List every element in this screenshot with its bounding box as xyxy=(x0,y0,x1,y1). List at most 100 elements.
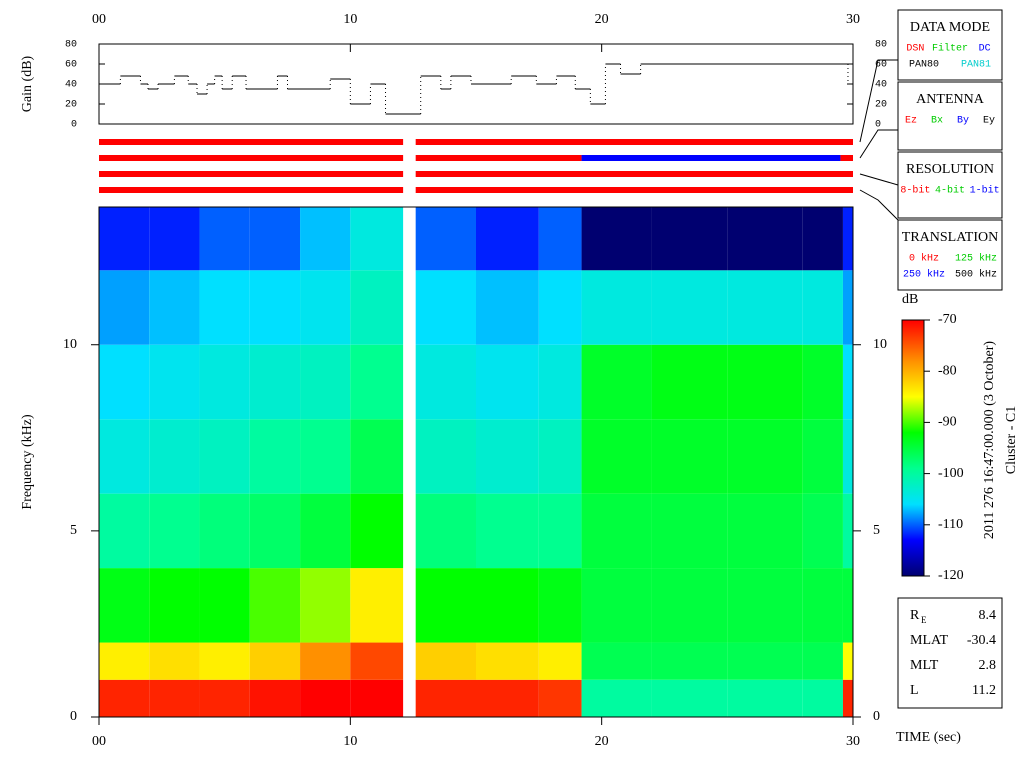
spectrogram-cell xyxy=(300,270,351,345)
spectrogram-cell xyxy=(727,679,803,717)
spectrogram-cell xyxy=(300,642,351,680)
spectrogram-cell xyxy=(802,207,843,271)
spectrogram-cell xyxy=(476,270,539,345)
spectrogram-cell xyxy=(842,493,853,569)
spectrogram-cell xyxy=(350,679,404,717)
y-tick-label: 0 xyxy=(71,120,77,131)
spectrogram-cell xyxy=(842,419,853,494)
spectrogram-cell xyxy=(538,679,582,717)
x-tick-label: 20 xyxy=(595,12,609,27)
y-tick-label: 80 xyxy=(65,40,77,51)
spectrogram-cell xyxy=(415,642,476,680)
legend-item: 1-bit xyxy=(970,185,1000,197)
spectrogram-cell xyxy=(476,568,539,643)
connector xyxy=(859,129,898,159)
spectrogram-cell xyxy=(199,642,250,680)
legend-item: 4-bit xyxy=(935,185,965,197)
info-label: L xyxy=(910,683,919,698)
colorbar-label: dB xyxy=(902,292,918,307)
spectrogram-cell xyxy=(727,344,803,420)
legend-item: DC xyxy=(979,44,991,55)
spectrogram-cell xyxy=(199,207,250,271)
spectrogram-cell xyxy=(581,642,652,680)
x-tick-label: 30 xyxy=(846,12,860,27)
spectrogram-cell xyxy=(99,344,150,420)
spectrogram-cell xyxy=(300,207,351,271)
spectrogram-cell xyxy=(581,568,652,643)
spectrogram-cell xyxy=(476,207,539,271)
spectrogram-cell xyxy=(415,419,476,494)
info-label: MLAT xyxy=(910,633,949,648)
spectrogram-cell xyxy=(99,270,150,345)
info-box xyxy=(897,597,1003,709)
legend-item: DSN xyxy=(906,44,924,55)
colorbar-tick-label: -90 xyxy=(938,415,957,430)
connectors xyxy=(859,59,899,221)
spectrogram-cell xyxy=(802,344,843,420)
spectrogram-cell xyxy=(651,679,728,717)
legend-box xyxy=(897,151,1003,219)
y-tick-label: 10 xyxy=(63,337,77,352)
y-tick-label: 80 xyxy=(875,40,887,51)
x-tick-label: 10 xyxy=(343,12,357,27)
spectrogram-cell xyxy=(199,679,250,717)
spectrogram-cell xyxy=(300,679,351,717)
spectrogram-cell xyxy=(802,493,843,569)
spacecraft: Cluster - C1 xyxy=(1004,406,1019,474)
spectrogram-cell xyxy=(727,493,803,569)
spectrogram-cell xyxy=(350,344,404,420)
spectrogram-cell xyxy=(350,568,404,643)
info-value: 8.4 xyxy=(979,608,997,623)
legend-item: 0 kHz xyxy=(909,253,939,265)
info-subscript: E xyxy=(921,615,927,625)
spectrogram-cell xyxy=(727,270,803,345)
spectrogram-cell xyxy=(99,679,150,717)
spectrogram-cell xyxy=(199,419,250,494)
status-segment xyxy=(840,155,853,161)
spectrogram-cell xyxy=(538,642,582,680)
spectrogram-cell xyxy=(581,207,652,271)
colorbar-tick-label: -110 xyxy=(938,517,963,532)
y-tick-label: 40 xyxy=(875,80,887,91)
spectrogram-cell xyxy=(350,270,404,345)
legend-title: TRANSLATION xyxy=(902,230,998,245)
spectrogram-cell xyxy=(415,207,476,271)
spectrogram-cell xyxy=(538,270,582,345)
spectrogram-cell xyxy=(249,642,301,680)
info-value: -30.4 xyxy=(967,633,996,648)
spectrogram-cell xyxy=(300,568,351,643)
spectrogram-cell xyxy=(842,344,853,420)
spectrogram-cell xyxy=(149,270,200,345)
spectrogram-cell xyxy=(727,207,803,271)
spectrogram-cell xyxy=(99,642,150,680)
spectrogram-cell xyxy=(651,568,728,643)
spectrogram-cell xyxy=(415,679,476,717)
info-value: 11.2 xyxy=(972,683,996,698)
spectrogram-cell xyxy=(581,419,652,494)
spectrogram-cell xyxy=(581,493,652,569)
spectrogram-cell xyxy=(476,493,539,569)
legend-title: DATA MODE xyxy=(910,20,990,35)
spectrogram-cell xyxy=(415,270,476,345)
colorbar-tick-label: -70 xyxy=(938,312,957,327)
legend-item: 250 kHz xyxy=(903,269,945,281)
spectrogram-cell xyxy=(581,679,652,717)
spectrogram-cell xyxy=(300,344,351,420)
spectrogram-cell xyxy=(149,493,200,569)
spectrogram-cell xyxy=(842,568,853,643)
spectrogram-cell xyxy=(300,419,351,494)
spectrogram-cell xyxy=(581,270,652,345)
spectrogram-cell xyxy=(350,493,404,569)
legend-item: Ez xyxy=(905,116,917,127)
status-segment xyxy=(415,139,853,145)
spectrogram-cell xyxy=(149,419,200,494)
y-tick-label: 0 xyxy=(875,120,881,131)
spectrogram-cell xyxy=(538,344,582,420)
spectrogram-cell xyxy=(350,419,404,494)
spectrogram-cell xyxy=(651,493,728,569)
spectrogram-cell xyxy=(651,270,728,345)
status-segment xyxy=(581,155,841,161)
y-tick-label: 0 xyxy=(873,709,880,724)
spectrogram-cell xyxy=(249,270,301,345)
